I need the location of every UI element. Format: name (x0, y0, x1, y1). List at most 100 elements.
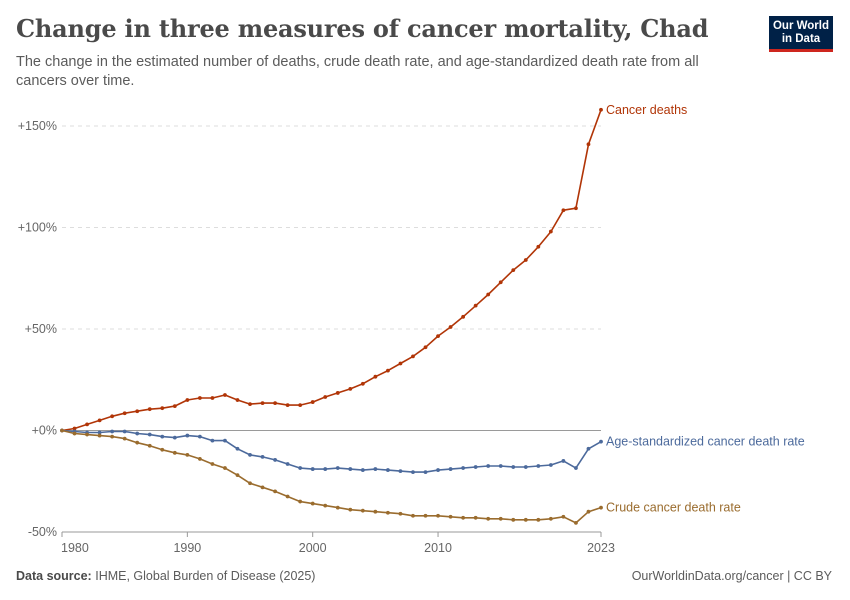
data-point[interactable] (72, 426, 77, 431)
data-point[interactable] (235, 446, 240, 451)
data-point[interactable] (574, 206, 578, 211)
data-point[interactable] (97, 418, 102, 423)
data-point[interactable] (197, 457, 202, 461)
data-point[interactable] (60, 428, 64, 433)
data-point[interactable] (235, 473, 240, 478)
data-point[interactable] (436, 468, 440, 472)
data-point[interactable] (235, 398, 240, 402)
owid-logo[interactable]: Our World in Data (769, 16, 833, 52)
data-point[interactable] (574, 466, 578, 470)
data-point[interactable] (335, 391, 340, 395)
data-point[interactable] (135, 431, 140, 436)
data-point[interactable] (310, 400, 315, 404)
data-point[interactable] (386, 510, 390, 515)
data-point[interactable] (599, 505, 603, 510)
data-point[interactable] (511, 268, 516, 273)
data-point[interactable] (310, 501, 315, 506)
data-point[interactable] (285, 494, 290, 499)
data-point[interactable] (122, 429, 127, 434)
data-point[interactable] (172, 404, 177, 409)
data-point[interactable] (285, 403, 290, 408)
data-point[interactable] (574, 520, 578, 525)
data-point[interactable] (398, 361, 403, 366)
data-point[interactable] (197, 396, 202, 400)
data-point[interactable] (523, 465, 528, 469)
data-point[interactable] (348, 467, 353, 471)
data-point[interactable] (85, 432, 89, 437)
data-point[interactable] (461, 314, 466, 319)
data-point[interactable] (285, 462, 290, 466)
data-point[interactable] (110, 429, 115, 434)
data-point[interactable] (223, 466, 227, 470)
data-point[interactable] (360, 381, 365, 386)
series-line-1[interactable] (61, 429, 602, 473)
data-point[interactable] (210, 438, 215, 443)
data-point[interactable] (448, 467, 453, 471)
data-point[interactable] (160, 447, 165, 452)
data-point[interactable] (586, 142, 591, 147)
data-point[interactable] (185, 398, 190, 402)
data-point[interactable] (260, 401, 265, 405)
data-point[interactable] (536, 244, 541, 249)
data-point[interactable] (122, 411, 127, 416)
data-point[interactable] (185, 452, 190, 457)
data-point[interactable] (260, 485, 265, 490)
data-point[interactable] (398, 511, 403, 516)
data-point[interactable] (448, 514, 453, 519)
data-point[interactable] (599, 439, 603, 444)
data-point[interactable] (536, 517, 541, 522)
data-point[interactable] (548, 516, 553, 521)
data-point[interactable] (473, 515, 478, 520)
data-point[interactable] (360, 508, 365, 513)
data-point[interactable] (373, 509, 378, 514)
data-point[interactable] (486, 292, 491, 297)
data-point[interactable] (373, 467, 378, 471)
data-point[interactable] (511, 465, 516, 469)
data-point[interactable] (548, 229, 553, 234)
data-point[interactable] (411, 513, 415, 518)
data-point[interactable] (172, 450, 177, 455)
data-point[interactable] (348, 386, 353, 391)
data-point[interactable] (461, 515, 466, 520)
data-point[interactable] (172, 435, 177, 440)
data-point[interactable] (248, 481, 252, 486)
data-point[interactable] (323, 395, 328, 399)
data-point[interactable] (197, 434, 202, 439)
data-point[interactable] (373, 374, 378, 379)
data-point[interactable] (273, 489, 277, 494)
data-point[interactable] (436, 513, 440, 518)
series-line-0[interactable] (61, 109, 602, 432)
data-point[interactable] (423, 345, 428, 350)
data-point[interactable] (273, 401, 277, 405)
data-point[interactable] (248, 452, 252, 457)
data-point[interactable] (160, 406, 165, 411)
data-point[interactable] (423, 513, 428, 518)
series-line-2[interactable] (61, 429, 602, 524)
data-point[interactable] (323, 503, 328, 508)
data-point[interactable] (323, 467, 328, 471)
data-point[interactable] (498, 516, 503, 521)
data-point[interactable] (135, 440, 140, 445)
data-point[interactable] (586, 446, 591, 451)
data-point[interactable] (498, 280, 503, 285)
data-point[interactable] (260, 454, 265, 459)
data-point[interactable] (97, 430, 102, 435)
data-point[interactable] (110, 414, 115, 419)
data-point[interactable] (398, 469, 403, 473)
data-point[interactable] (147, 407, 152, 412)
data-point[interactable] (473, 303, 478, 308)
data-point[interactable] (298, 466, 303, 470)
data-point[interactable] (147, 443, 152, 448)
data-point[interactable] (210, 396, 215, 400)
data-point[interactable] (386, 468, 390, 472)
data-point[interactable] (536, 464, 541, 468)
data-point[interactable] (498, 464, 503, 468)
data-point[interactable] (486, 464, 491, 468)
data-point[interactable] (473, 465, 478, 469)
data-point[interactable] (273, 458, 277, 462)
data-point[interactable] (185, 433, 190, 438)
data-point[interactable] (411, 470, 415, 475)
credit-link[interactable]: OurWorldinData.org/cancer | CC BY (631, 569, 832, 583)
data-point[interactable] (223, 393, 227, 397)
data-point[interactable] (511, 517, 516, 522)
